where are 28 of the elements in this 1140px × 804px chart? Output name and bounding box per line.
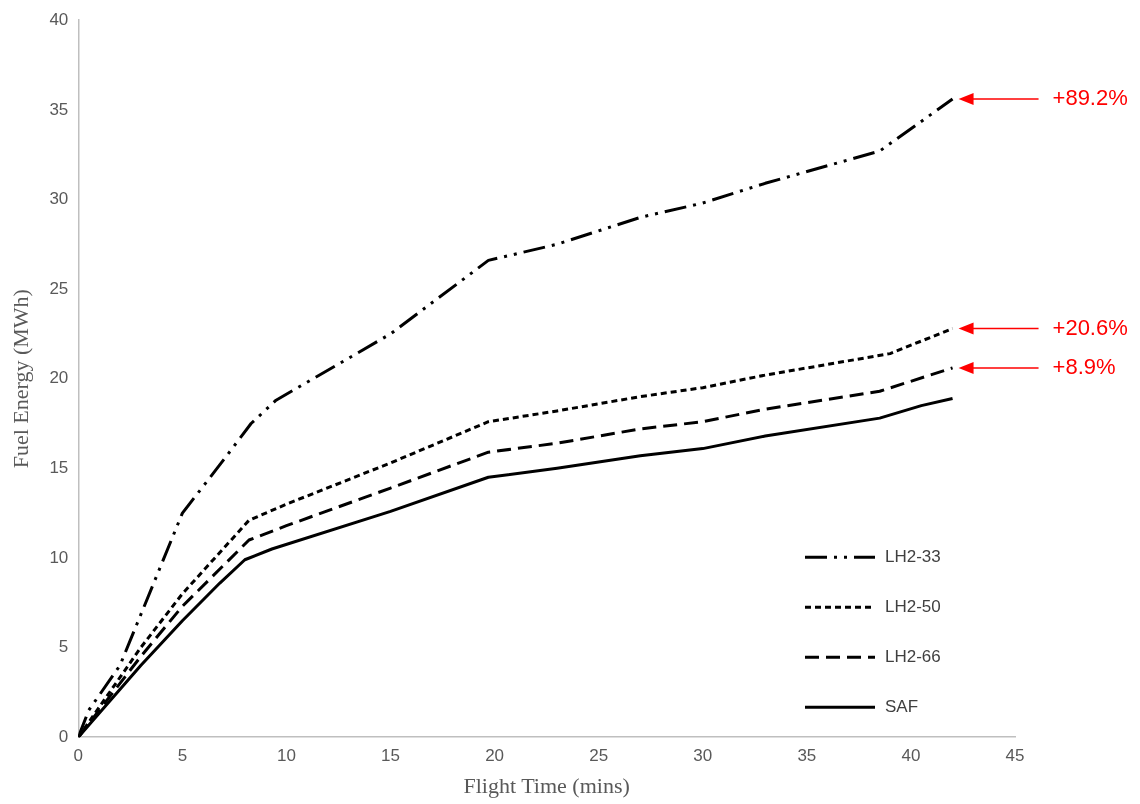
legend-label: LH2-66 bbox=[885, 646, 941, 666]
x-tick-label: 20 bbox=[485, 746, 505, 766]
y-tick-label: 30 bbox=[49, 189, 69, 209]
y-tick-label: 20 bbox=[49, 368, 69, 388]
y-tick-label: 35 bbox=[49, 99, 69, 119]
y-tick-label: 25 bbox=[49, 278, 69, 298]
x-tick-label: 25 bbox=[589, 746, 609, 766]
y-tick-label: 5 bbox=[58, 637, 69, 657]
text: +89.2% bbox=[1052, 85, 1128, 111]
legend-label: LH2-33 bbox=[885, 546, 941, 566]
y-tick-label: 0 bbox=[58, 726, 69, 746]
y-tick-label: 10 bbox=[49, 547, 69, 567]
x-tick-label: 10 bbox=[277, 746, 296, 766]
x-tick-label: 30 bbox=[693, 746, 713, 766]
x-tick-label: 15 bbox=[381, 746, 400, 766]
text: +20.6% bbox=[1052, 314, 1128, 340]
x-tick-label: 0 bbox=[73, 746, 84, 766]
y-axis-title: Fuel Energy (MWh) bbox=[7, 289, 33, 469]
x-tick-label: 35 bbox=[797, 746, 817, 766]
legend-label: LH2-50 bbox=[885, 596, 941, 616]
x-tick-label: 5 bbox=[177, 746, 188, 766]
x-tick-label: 40 bbox=[901, 746, 921, 766]
x-axis-title: Flight Time (mins) bbox=[463, 772, 630, 798]
legend-label: SAF bbox=[885, 696, 919, 716]
text: +8.9% bbox=[1052, 354, 1116, 380]
y-tick-label: 40 bbox=[49, 9, 69, 29]
x-tick-label: 45 bbox=[1005, 746, 1025, 766]
y-tick-label: 15 bbox=[49, 458, 69, 478]
